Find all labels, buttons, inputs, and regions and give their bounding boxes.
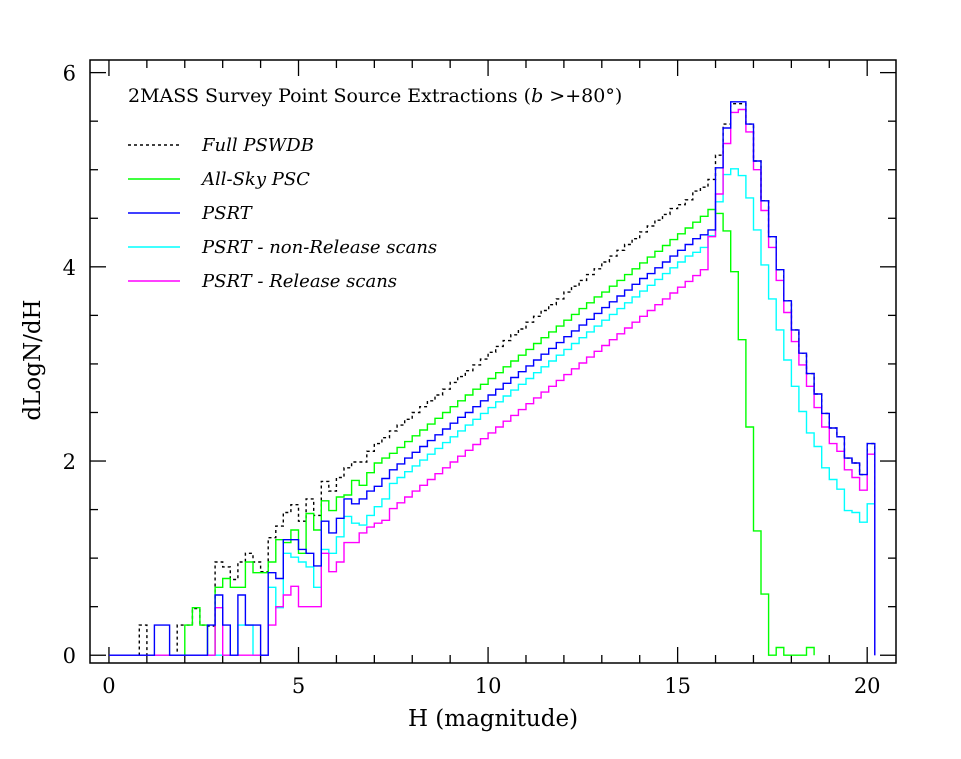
plot-frame: [89, 59, 897, 664]
axis-ticks: [90, 60, 896, 663]
y-tick-label: 4: [63, 256, 76, 280]
y-axis-label: dLogN/dH: [20, 299, 46, 420]
legend-item: Full PSWDB: [128, 135, 314, 156]
legend-item: PSRT - non-Release scans: [128, 237, 437, 258]
legend-label: Full PSWDB: [201, 135, 314, 156]
legend-item: PSRT - Release scans: [128, 271, 397, 292]
series-psrt-release-scans: [109, 108, 876, 656]
series-line: [109, 208, 815, 656]
chart-title-prefix: 2MASS Survey Point Source Extractions (: [128, 85, 531, 107]
legend-item: PSRT: [128, 203, 254, 224]
x-tick-label: 0: [102, 674, 115, 698]
y-tick-label: 6: [63, 62, 76, 86]
x-tick-label: 20: [854, 674, 881, 698]
series-psrt: [109, 101, 876, 656]
chart-title-suffix: >+80°): [543, 85, 622, 107]
histogram-series: [109, 101, 876, 656]
series-line: [109, 101, 876, 656]
x-axis-label: H (magnitude): [408, 706, 578, 732]
axis-tick-labels: 0 5 10 15 20 0 2 4 6: [63, 62, 881, 698]
legend-label: PSRT - Release scans: [201, 271, 397, 292]
y-tick-label: 2: [63, 450, 76, 474]
chart-title: 2MASS Survey Point Source Extractions (b…: [128, 85, 622, 107]
chart-title-var: b: [531, 85, 543, 107]
legend-item: All-Sky PSC: [128, 169, 310, 190]
legend-label: PSRT: [201, 203, 254, 224]
legend-label: All-Sky PSC: [200, 169, 310, 190]
legend-label: PSRT - non-Release scans: [201, 237, 437, 258]
series-line: [109, 108, 876, 656]
series-line: [109, 168, 876, 656]
series-psrt-non-release-scans: [109, 168, 876, 656]
x-tick-label: 5: [292, 674, 305, 698]
y-tick-label: 0: [63, 644, 76, 668]
x-tick-label: 10: [475, 674, 502, 698]
legend: Full PSWDB All-Sky PSC PSRT PSRT - non-Rele…: [128, 135, 437, 292]
series-all-sky-psc: [109, 208, 815, 656]
x-tick-label: 15: [664, 674, 691, 698]
